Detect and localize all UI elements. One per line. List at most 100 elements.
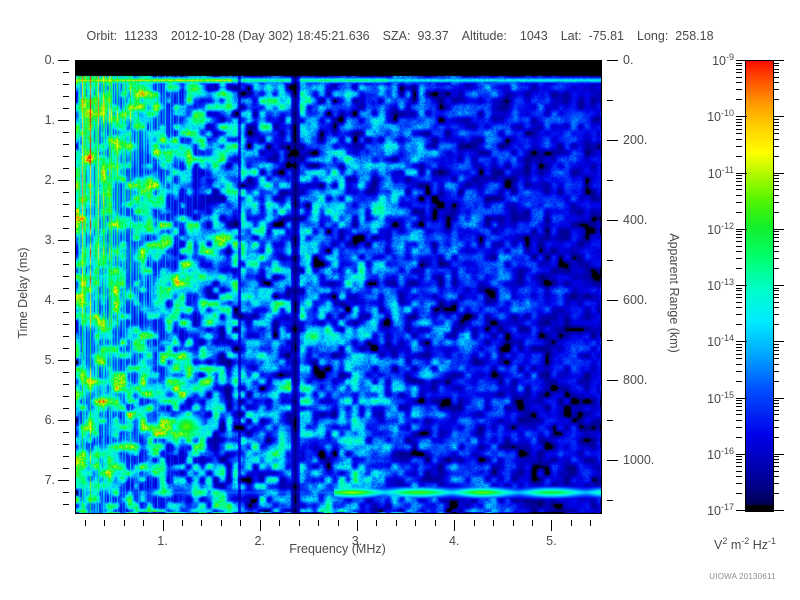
axis-tick <box>736 177 742 179</box>
axis-tick <box>773 116 784 118</box>
axis-tick <box>773 211 779 213</box>
spectrogram-plot-area <box>75 60 602 514</box>
axis-tick <box>773 82 779 84</box>
axis-tick <box>736 297 742 299</box>
axis-tick <box>773 268 779 270</box>
axis-tick <box>736 118 742 120</box>
axis-tick <box>773 400 779 402</box>
axis-tick <box>736 72 742 74</box>
frequency-tick-label: 3. <box>351 534 363 548</box>
frequency-tick-label: 4. <box>448 534 460 548</box>
axis-tick <box>736 258 742 260</box>
axis-tick <box>773 483 779 485</box>
time-delay-tick-label: 0. <box>44 53 55 67</box>
axis-tick <box>773 409 779 411</box>
axis-tick <box>607 260 613 261</box>
colorbar-units-label: V2 m-2 Hz-1 <box>713 536 777 553</box>
axis-tick <box>356 520 358 531</box>
axis-tick <box>773 60 784 61</box>
axis-tick <box>736 341 747 343</box>
sza-label: SZA: <box>382 29 411 43</box>
axis-tick <box>63 371 69 373</box>
apparent-range-tick-label: 1000. <box>623 453 655 467</box>
footer-credit: UIOWA 20130611 <box>709 572 776 581</box>
altitude-value: 1043 <box>519 29 548 43</box>
axis-tick <box>736 314 742 316</box>
axis-tick <box>773 353 779 355</box>
apparent-range-tick-label: 600. <box>623 293 648 307</box>
axis-tick <box>773 510 784 511</box>
axis-tick <box>570 520 572 526</box>
axis-tick <box>63 167 69 169</box>
axis-tick <box>63 311 69 313</box>
time-delay-tick-label: 1. <box>44 112 55 127</box>
axis-tick <box>773 397 784 399</box>
axis-tick <box>607 460 618 461</box>
axis-tick <box>736 419 742 421</box>
frequency-tick-label: 1. <box>157 534 168 548</box>
axis-tick <box>63 467 69 469</box>
axis-tick <box>773 402 779 404</box>
colorbar-tick-label: 10-14 <box>707 333 734 350</box>
axis-tick <box>736 82 742 84</box>
axis-tick <box>454 520 456 531</box>
axis-tick <box>736 510 747 511</box>
axis-tick <box>607 220 618 221</box>
axis-tick <box>736 414 742 416</box>
axis-tick <box>736 76 742 78</box>
axis-tick <box>736 370 742 372</box>
axis-tick <box>773 414 779 416</box>
axis-tick <box>58 119 69 121</box>
apparent-range-tick-label: 400. <box>623 213 648 227</box>
axis-tick <box>607 500 613 501</box>
axis-tick <box>736 234 742 236</box>
axis-tick <box>773 181 779 183</box>
axis-tick <box>773 370 779 372</box>
axis-tick <box>590 520 592 526</box>
axis-tick <box>773 241 779 243</box>
axis-tick <box>773 155 779 157</box>
axis-tick <box>736 155 742 157</box>
lat-value: -75.81 <box>588 29 625 43</box>
axis-tick <box>104 520 106 526</box>
colorbar <box>745 60 774 512</box>
colorbar-tick-labels: 10-9 10-10 10-11 10-12 10-13 10-14 10-15 10-16 1… <box>690 52 747 518</box>
axis-tick <box>84 520 86 526</box>
axis-tick <box>773 380 779 382</box>
time-delay-tick-label: 4. <box>44 292 55 307</box>
axis-tick <box>63 131 69 133</box>
colorbar-tick-label: 10-10 <box>707 108 734 125</box>
axis-tick <box>773 234 779 236</box>
axis-tick <box>736 456 742 458</box>
axis-tick <box>773 346 779 348</box>
frequency-axis-title: Frequency (MHz) <box>289 542 386 556</box>
axis-tick <box>607 340 613 341</box>
axis-tick <box>736 363 742 365</box>
axis-tick <box>773 456 779 458</box>
axis-tick <box>434 520 436 526</box>
axis-tick <box>259 520 261 531</box>
axis-tick <box>63 143 69 145</box>
axis-tick <box>736 128 742 130</box>
axis-tick <box>63 491 69 493</box>
axis-tick <box>63 155 69 157</box>
frequency-tick-label: 2. <box>254 534 265 548</box>
axis-tick <box>736 194 742 196</box>
axis-tick <box>773 476 779 478</box>
axis-tick <box>143 520 145 526</box>
axis-tick <box>63 503 69 505</box>
frequency-tick-label: 5. <box>546 534 557 548</box>
axis-tick <box>773 89 779 91</box>
orbit-label: Orbit: <box>86 29 118 43</box>
axis-tick <box>736 138 742 140</box>
axis-tick <box>773 341 784 343</box>
axis-tick <box>736 62 742 64</box>
axis-tick <box>531 520 533 526</box>
axis-tick <box>298 520 300 526</box>
axis-tick <box>736 231 742 233</box>
axis-tick <box>58 419 69 421</box>
axis-tick <box>63 95 69 97</box>
axis-tick <box>736 466 742 468</box>
lat-label: Lat: <box>560 29 582 43</box>
